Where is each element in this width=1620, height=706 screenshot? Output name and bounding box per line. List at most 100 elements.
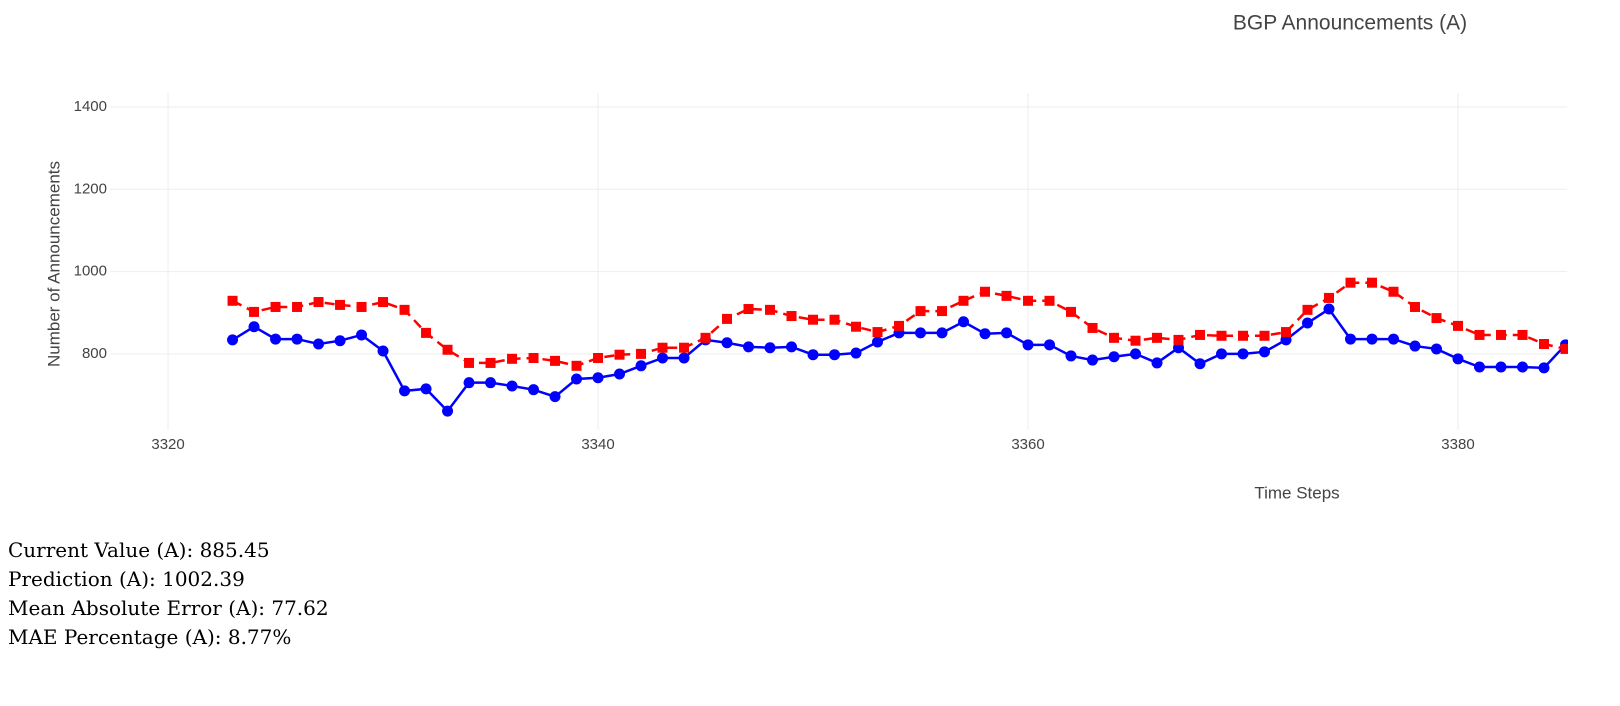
point-marker (1409, 340, 1421, 352)
point-marker (915, 306, 926, 317)
point-marker (1216, 348, 1228, 360)
point-marker (1517, 329, 1528, 340)
point-marker (1323, 303, 1335, 315)
point-marker (614, 368, 626, 380)
point-marker (421, 327, 432, 338)
point-marker (1044, 295, 1055, 306)
point-marker (635, 360, 647, 372)
y-tick-label: 800 (82, 345, 107, 362)
point-marker (1195, 329, 1206, 340)
point-marker (356, 329, 368, 341)
point-marker (1474, 329, 1485, 340)
point-marker (1367, 277, 1378, 288)
point-marker (1087, 322, 1098, 333)
point-marker (743, 341, 755, 353)
point-marker (1430, 343, 1442, 355)
point-marker (679, 342, 690, 353)
point-marker (1022, 339, 1034, 351)
point-marker (248, 321, 260, 333)
point-marker (872, 327, 883, 338)
point-marker (829, 314, 840, 325)
point-marker (1345, 333, 1357, 345)
point-marker (721, 337, 733, 349)
point-marker (227, 295, 238, 306)
point-marker (528, 352, 539, 363)
point-marker (1194, 358, 1206, 370)
point-marker (485, 357, 496, 368)
point-marker (979, 328, 991, 340)
point-marker (549, 391, 561, 403)
point-marker (829, 349, 841, 361)
point-marker (313, 297, 324, 308)
point-marker (270, 333, 282, 345)
point-marker (1259, 330, 1270, 341)
stat-line: Prediction (A): 1002.39 (8, 567, 245, 591)
point-marker (1280, 334, 1292, 346)
point-marker (614, 349, 625, 360)
point-marker (571, 373, 583, 385)
y-tick-label: 1400 (74, 98, 107, 115)
point-marker (1001, 327, 1013, 339)
point-marker (507, 353, 518, 364)
point-marker (1151, 357, 1163, 369)
point-marker (786, 311, 797, 322)
point-marker (1066, 306, 1077, 317)
point-marker (1023, 295, 1034, 306)
point-marker (291, 333, 303, 345)
point-marker (1538, 362, 1550, 374)
point-marker (464, 357, 475, 368)
chart: BGP Announcements (A) Time Steps Number … (44, 12, 1568, 502)
point-marker (420, 383, 432, 395)
point-marker (335, 299, 346, 310)
point-marker (528, 384, 540, 396)
point-marker (1431, 313, 1442, 324)
point-marker (1065, 350, 1077, 362)
y-tick-label: 1000 (74, 263, 107, 280)
point-marker (1366, 333, 1378, 345)
point-marker (765, 304, 776, 315)
point-marker (1108, 351, 1120, 363)
point-marker (1173, 342, 1185, 354)
y-axis-title: Number of Announcements (44, 161, 63, 367)
point-marker (377, 345, 389, 357)
stat-line: MAE Percentage (A): 8.77% (8, 625, 292, 649)
x-tick-label: 3320 (151, 436, 184, 453)
point-marker (227, 334, 239, 346)
point-marker (1087, 354, 1099, 366)
point-marker (894, 320, 905, 331)
point-marker (1495, 361, 1507, 373)
point-marker (399, 304, 410, 315)
point-marker (356, 301, 367, 312)
point-marker (1473, 361, 1485, 373)
point-marker (1324, 292, 1335, 303)
point-marker (1152, 332, 1163, 343)
point-marker (764, 342, 776, 354)
point-marker (1130, 335, 1141, 346)
point-marker (1516, 361, 1528, 373)
point-marker (463, 377, 475, 389)
point-marker (399, 385, 411, 397)
point-marker (786, 341, 798, 353)
point-marker (980, 286, 991, 297)
plot-area (227, 277, 1568, 417)
point-marker (1216, 330, 1227, 341)
point-marker (722, 313, 733, 324)
point-marker (292, 301, 303, 312)
point-marker (1452, 353, 1464, 365)
point-marker (937, 306, 948, 317)
point-marker (915, 327, 927, 339)
point-marker (334, 335, 346, 347)
point-marker (1388, 286, 1399, 297)
point-marker (1281, 327, 1292, 338)
point-marker (1560, 343, 1568, 354)
point-marker (1452, 320, 1463, 331)
x-tick-label: 3340 (581, 436, 614, 453)
point-marker (506, 380, 518, 392)
x-tick-label: 3380 (1441, 436, 1474, 453)
stat-line: Mean Absolute Error (A): 77.62 (8, 596, 329, 620)
point-marker (1237, 348, 1249, 360)
grid (110, 93, 1567, 430)
x-tick-label: 3360 (1011, 436, 1044, 453)
point-marker (657, 352, 669, 364)
point-marker (313, 338, 325, 350)
